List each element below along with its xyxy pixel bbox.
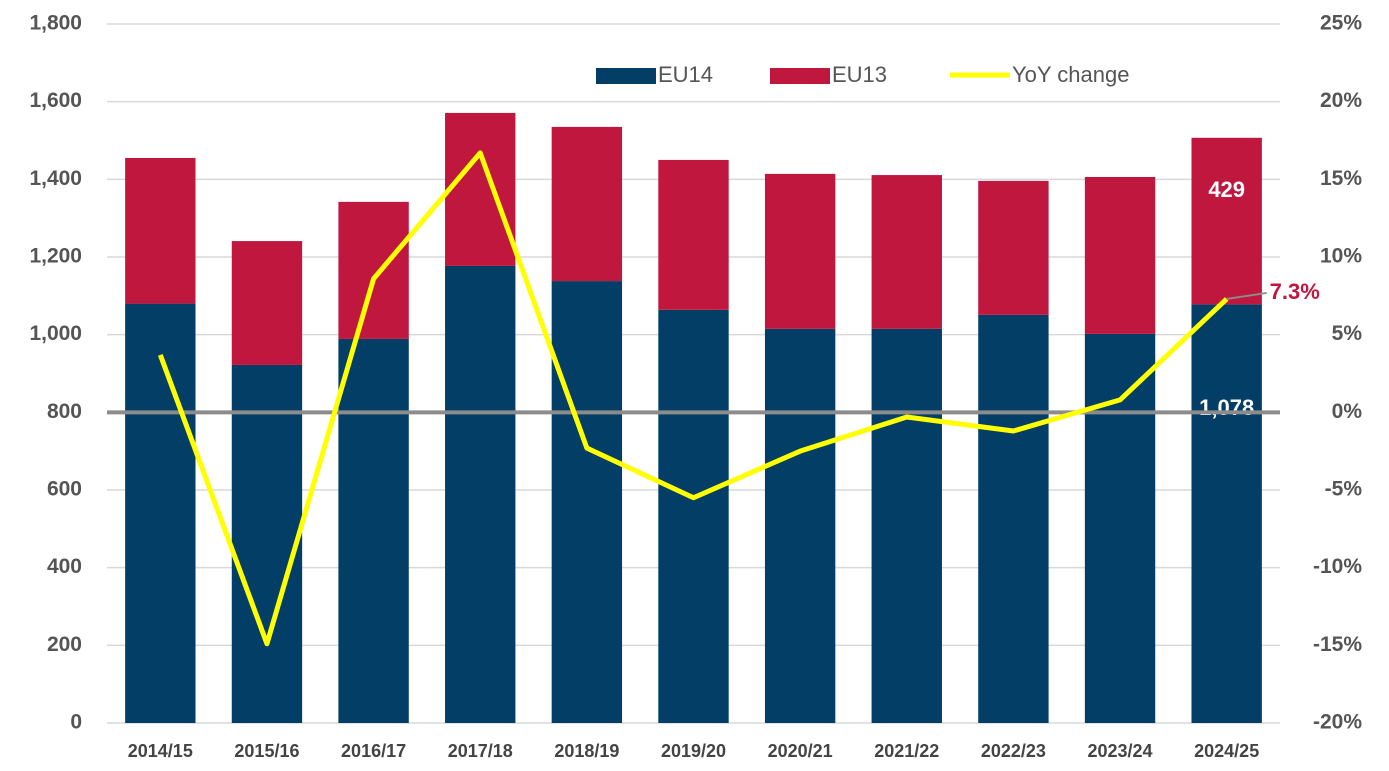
x-tick-label: 2024/25 (1194, 741, 1259, 761)
bar-segment (338, 201, 409, 339)
bar-segment (1191, 304, 1262, 723)
bar-segment (1084, 333, 1156, 723)
y-tick-label: 1,600 (29, 89, 82, 112)
legend-label: YoY change (1012, 62, 1129, 87)
y-tick-label: 1,800 (29, 12, 82, 35)
line (157, 150, 1229, 647)
y-tick-label: 1,000 (29, 322, 82, 345)
y2-tick-label: 20% (1320, 89, 1362, 112)
bar-segment (551, 126, 623, 282)
x-tick-label: 2020/21 (768, 741, 833, 761)
y-tick-label: 800 (47, 400, 82, 423)
data-label: 429 (1208, 177, 1245, 202)
x-tick-label: 2022/23 (981, 741, 1046, 761)
bar-segment (445, 265, 516, 723)
bar-segment (125, 303, 196, 723)
bar-segment (338, 338, 409, 723)
bar-segment (978, 314, 1049, 723)
x-tick-label: 2017/18 (448, 741, 513, 761)
bar-segment (231, 364, 303, 723)
legend-label: EU14 (658, 62, 713, 87)
bar-segment (1191, 137, 1262, 305)
y-tick-label: 400 (47, 555, 82, 578)
x-tick-label: 2019/20 (661, 741, 726, 761)
y-tick-label: 200 (47, 633, 82, 656)
bar-segment (445, 112, 516, 266)
bar-segment (125, 157, 196, 304)
legend-label: EU13 (832, 62, 887, 87)
y2-tick-label: -20% (1313, 711, 1362, 734)
x-tick-label: 2015/16 (234, 741, 299, 761)
y2-tick-label: -15% (1313, 633, 1362, 656)
y-tick-label: 1,200 (29, 245, 82, 268)
legend-swatch (596, 68, 656, 84)
y2-tick-label: -10% (1313, 555, 1362, 578)
y2-tick-label: 0% (1332, 400, 1363, 423)
bar-segment (764, 173, 836, 329)
bar-segment (871, 175, 942, 329)
bar-segment (658, 159, 729, 310)
y2-tick-label: 5% (1332, 322, 1363, 345)
x-tick-label: 2021/22 (874, 741, 939, 761)
x-tick-label: 2014/15 (128, 741, 193, 761)
x-tick-label: 2023/24 (1088, 741, 1153, 761)
y2-tick-label: 10% (1320, 245, 1362, 268)
y-tick-label: 0 (70, 711, 82, 734)
data-label: 7.3% (1270, 279, 1320, 304)
bar-segment (764, 328, 836, 723)
y-tick-label: 1,400 (29, 167, 82, 190)
y2-tick-label: 15% (1320, 167, 1362, 190)
x-tick-label: 2016/17 (341, 741, 406, 761)
x-tick-label: 2018/19 (554, 741, 619, 761)
bar-segment (1084, 177, 1156, 334)
bar-segment (551, 281, 623, 723)
leader-line (1226, 291, 1267, 300)
y2-tick-label: -5% (1325, 478, 1363, 501)
bar-segment (978, 180, 1049, 315)
bar-segment (231, 241, 303, 365)
y2-tick-label: 25% (1320, 12, 1362, 35)
data-label: 1,078 (1199, 395, 1254, 420)
legend-swatch (770, 68, 830, 84)
bar-segment (871, 328, 942, 723)
y-tick-label: 600 (47, 478, 82, 501)
bar-segment (658, 309, 729, 723)
